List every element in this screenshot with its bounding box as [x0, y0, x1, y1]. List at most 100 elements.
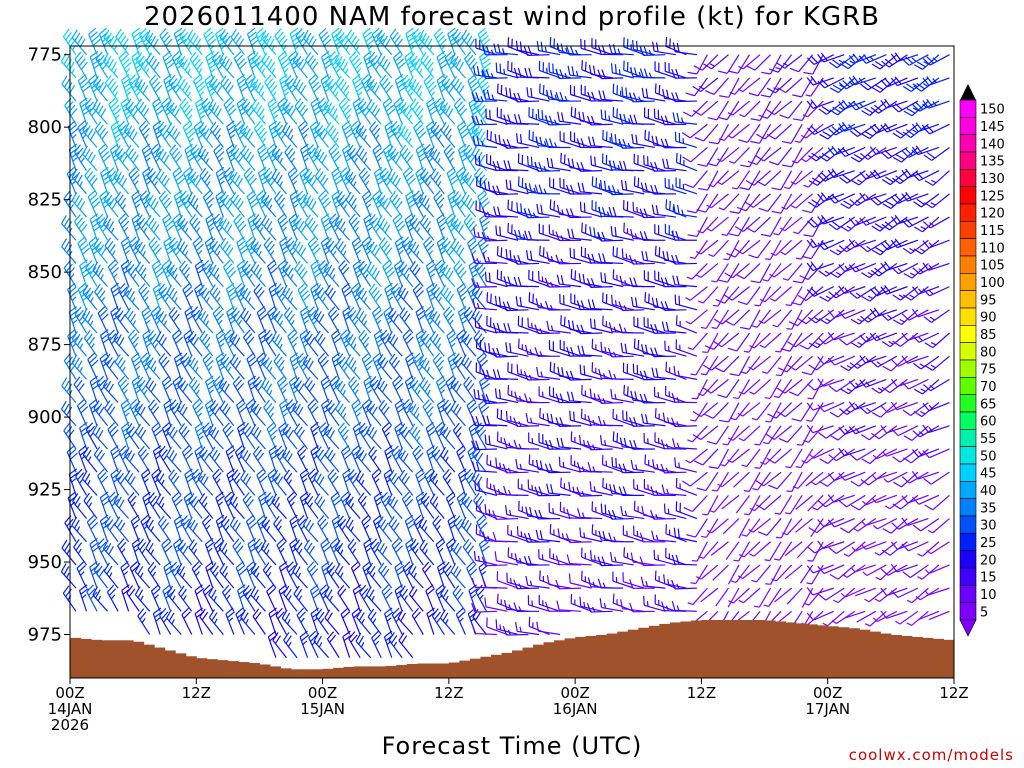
barb-half-flag [334, 91, 339, 97]
barb-flag [119, 379, 127, 388]
barb-staff [225, 613, 235, 635]
barb-staff [224, 498, 235, 519]
barb-staff [340, 613, 351, 635]
barb-flag [93, 562, 101, 571]
barb-flag [97, 267, 104, 277]
barb-flag [86, 333, 93, 342]
wind-barb [77, 236, 91, 264]
barb-flag [99, 147, 108, 155]
barb-flag [410, 566, 417, 575]
barb-flag [79, 97, 88, 104]
wind-barbs-layer [60, 27, 950, 659]
barb-flag [82, 85, 91, 93]
barb-staff [288, 219, 298, 241]
wind-barb [309, 584, 322, 612]
barb-flag [131, 402, 139, 410]
barb-flag [137, 426, 144, 436]
wind-barb [352, 584, 363, 612]
barb-flag [96, 287, 104, 296]
barb-flag [396, 200, 403, 210]
barb-half-flag [363, 157, 368, 164]
barb-flag [158, 310, 165, 320]
barb-half-flag [125, 68, 131, 73]
barb-half-flag [197, 250, 203, 255]
barb-flag [175, 58, 184, 66]
barb-flag [98, 472, 107, 480]
barb-half-flag [277, 525, 282, 531]
barb-flag [358, 635, 364, 645]
wind-barb [215, 27, 228, 55]
wind-barb [182, 282, 194, 311]
barb-flag [401, 426, 408, 436]
barb-flag [203, 452, 211, 462]
barb-half-flag [226, 594, 231, 600]
barb-flag [253, 264, 260, 274]
barb-flag [89, 375, 99, 383]
barb-flag [152, 406, 160, 415]
barb-half-flag [403, 595, 408, 601]
barb-half-flag [374, 640, 380, 646]
wind-barb [412, 445, 424, 473]
wind-barb [144, 29, 161, 56]
barb-flag [106, 194, 113, 204]
barb-flag [121, 259, 130, 267]
barb-flag [84, 311, 91, 320]
wind-barb [93, 446, 109, 473]
barb-half-flag [146, 180, 151, 185]
barb-flag [96, 213, 104, 222]
barb-half-flag [260, 91, 265, 97]
barb-half-flag [79, 181, 83, 187]
barb-flag [134, 400, 141, 410]
barb-staff [286, 568, 298, 589]
barb-flag [393, 197, 401, 206]
barb-flag [166, 609, 172, 619]
barb-half-flag [71, 68, 75, 74]
wind-barb [163, 236, 176, 264]
barb-staff [131, 56, 140, 79]
barb-staff [299, 636, 309, 658]
barb-half-flag [289, 134, 294, 141]
barb-flag [266, 383, 273, 393]
wind-barb [99, 329, 112, 357]
barb-flag [65, 356, 73, 365]
barb-flag [152, 243, 160, 252]
barb-flag [414, 104, 422, 114]
barb-staff [252, 616, 266, 635]
barb-half-flag [303, 319, 309, 324]
barb-flag [300, 85, 307, 94]
barb-flag [235, 35, 242, 44]
barb-flag [118, 51, 127, 59]
barb-half-flag [268, 204, 273, 210]
barb-flag [111, 200, 118, 210]
barb-flag [89, 537, 98, 545]
barb-staff [223, 174, 235, 195]
wind-barb [229, 516, 245, 543]
barb-flag [63, 190, 71, 200]
barb-flag [234, 522, 241, 532]
barb-flag [300, 247, 307, 257]
wind-barb [177, 377, 193, 403]
barb-flag [110, 120, 120, 128]
barb-staff [288, 57, 298, 79]
barb-staff [267, 474, 277, 496]
barb-flag [411, 589, 418, 598]
barb-flag [80, 243, 89, 251]
barb-flag [132, 406, 141, 414]
barb-flag [374, 247, 381, 257]
barb-half-flag [303, 342, 309, 348]
barb-flag [213, 105, 220, 115]
barb-flag [144, 29, 151, 39]
barb-flag [306, 380, 313, 389]
barb-flag [78, 445, 87, 453]
wind-barb [409, 423, 424, 450]
barb-half-flag [154, 478, 160, 483]
barb-half-flag [245, 618, 249, 625]
barb-half-flag [113, 273, 118, 279]
barb-flag [294, 566, 301, 576]
wind-barb [284, 144, 298, 171]
barb-flag [379, 543, 385, 552]
barb-staff [289, 543, 298, 566]
barb-flag [84, 473, 91, 483]
barb-flag [203, 27, 212, 36]
barb-staff [266, 591, 277, 612]
